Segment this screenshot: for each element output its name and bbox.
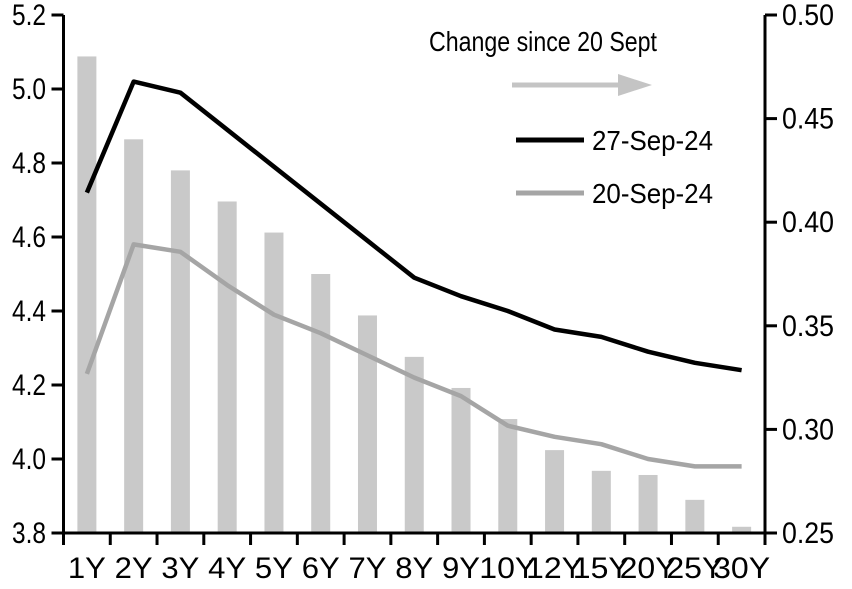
legend-item-27sep: 27-Sep-24 — [516, 125, 713, 156]
bar-10Y — [498, 419, 518, 533]
left-axis-label-3.8: 3.8 — [12, 517, 46, 550]
left-axis-label-4.6: 4.6 — [12, 221, 46, 254]
x-axis-label-15Y: 15Y — [573, 552, 630, 585]
x-axis-label-8Y: 8Y — [395, 552, 433, 585]
bar-12Y — [545, 450, 565, 533]
bar-8Y — [404, 356, 424, 533]
bar-9Y — [451, 387, 471, 533]
axes — [51, 13, 777, 545]
x-axis-label-25Y: 25Y — [666, 552, 723, 585]
x-axis-label-12Y: 12Y — [526, 552, 583, 585]
x-axis-label-5Y: 5Y — [255, 552, 293, 585]
bar-20Y — [638, 474, 658, 533]
legend-line1-label: 27-Sep-24 — [592, 125, 713, 156]
legend-line2-label: 20-Sep-24 — [592, 178, 713, 209]
left-axis-label-4.8: 4.8 — [12, 147, 46, 180]
right-axis-label-0.35: 0.35 — [782, 310, 834, 343]
legend: Change since 20 Sept 27-Sep-24 20-Sep-24 — [429, 26, 713, 209]
left-axis-label-5.0: 5.0 — [12, 73, 46, 106]
bar-1Y — [77, 56, 97, 533]
right-axis-label-0.25: 0.25 — [782, 517, 834, 550]
left-axis-label-5.2: 5.2 — [12, 0, 46, 32]
right-arrow-icon — [512, 74, 652, 96]
x-axis-label-30Y: 30Y — [713, 552, 770, 585]
bar-30Y — [732, 526, 752, 533]
x-axis-label-7Y: 7Y — [348, 552, 386, 585]
x-axis-label-2Y: 2Y — [115, 552, 153, 585]
x-axis-label-3Y: 3Y — [161, 552, 199, 585]
legend-bar-label: Change since 20 Sept — [429, 26, 657, 57]
line-27-Sep-24 — [84, 79, 742, 373]
line-20-Sep-24 — [84, 242, 742, 469]
x-axis-label-4Y: 4Y — [208, 552, 246, 585]
bar-3Y — [170, 170, 190, 533]
right-axis-label-0.50: 0.50 — [782, 0, 834, 32]
right-axis-label-0.40: 0.40 — [782, 206, 834, 239]
x-axis-label-1Y: 1Y — [68, 552, 106, 585]
left-axis-label-4.4: 4.4 — [12, 295, 46, 328]
bar-2Y — [124, 139, 144, 533]
x-axis-label-9Y: 9Y — [442, 552, 480, 585]
right-axis-tick-labels: 0.25 0.30 0.35 0.40 0.45 0.50 — [782, 0, 834, 550]
x-axis-label-20Y: 20Y — [620, 552, 677, 585]
bar-5Y — [264, 232, 284, 533]
line-series-group — [84, 79, 742, 469]
left-axis-tick-labels: 3.8 4.0 4.2 4.4 4.6 4.8 5.0 5.2 — [12, 0, 46, 550]
bar-7Y — [357, 315, 377, 533]
legend-item-20sep: 20-Sep-24 — [516, 178, 713, 209]
bar-15Y — [591, 470, 611, 533]
left-axis-label-4.2: 4.2 — [12, 369, 46, 402]
right-axis-label-0.45: 0.45 — [782, 103, 834, 136]
x-axis-label-10Y: 10Y — [479, 552, 536, 585]
x-axis-label-6Y: 6Y — [302, 552, 340, 585]
bar-25Y — [685, 499, 705, 533]
left-axis-label-4.0: 4.0 — [12, 443, 46, 476]
bar-4Y — [217, 201, 237, 534]
bar-6Y — [311, 274, 331, 533]
right-axis-label-0.30: 0.30 — [782, 413, 834, 446]
